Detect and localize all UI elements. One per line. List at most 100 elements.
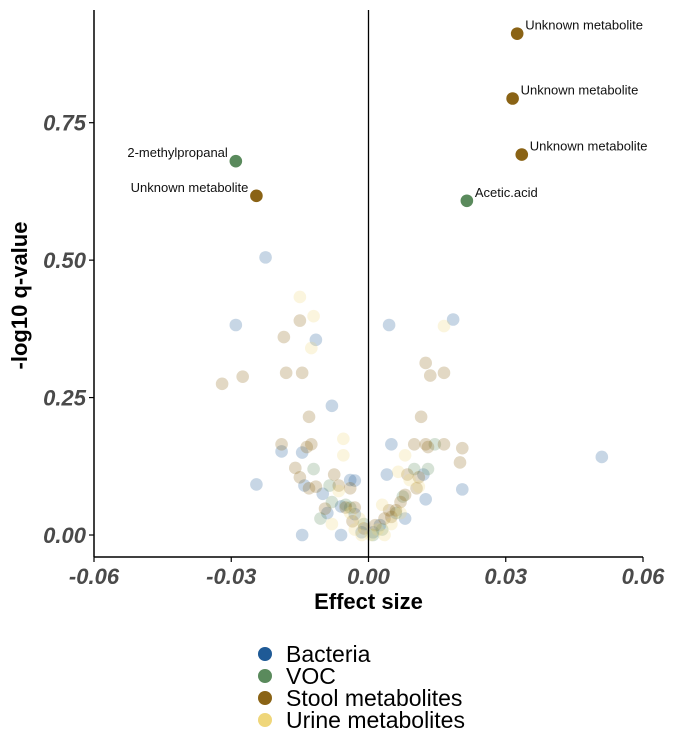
legend-swatch-stool-metabolites xyxy=(258,691,272,705)
point-voc xyxy=(325,495,339,509)
point-bacteria xyxy=(250,478,263,491)
point-stool-metabolites xyxy=(295,366,309,380)
point-bacteria xyxy=(298,479,311,492)
annotation-label: Unknown metabolite xyxy=(525,18,643,33)
point-bacteria xyxy=(385,438,398,451)
point-urine-metabolites xyxy=(353,512,366,525)
legend-item-urine-metabolites: Urine metabolites xyxy=(258,707,465,733)
point-bacteria xyxy=(417,468,430,481)
legend-label-bacteria: Bacteria xyxy=(286,641,371,667)
point-voc xyxy=(229,154,243,168)
point-urine-metabolites xyxy=(305,341,318,355)
x-tick-label: 0.03 xyxy=(484,564,527,589)
point-stool-metabolites xyxy=(346,514,359,528)
point-urine-metabolites xyxy=(364,528,378,542)
x-tick-label: -0.03 xyxy=(206,564,256,589)
point-voc xyxy=(343,501,357,514)
point-voc xyxy=(323,479,336,492)
point-bacteria xyxy=(295,528,309,542)
x-tick-label: -0.06 xyxy=(69,564,120,589)
point-stool-metabolites xyxy=(398,488,412,502)
point-stool-metabolites xyxy=(437,366,451,380)
point-urine-metabolites xyxy=(325,517,339,531)
point-bacteria xyxy=(595,450,609,464)
point-bacteria xyxy=(229,318,243,332)
point-stool-metabolites xyxy=(385,510,398,524)
point-urine-metabolites xyxy=(371,523,384,536)
point-voc xyxy=(460,194,474,208)
point-stool-metabolites xyxy=(412,470,426,484)
point-urine-metabolites xyxy=(355,528,368,542)
point-urine-metabolites xyxy=(412,480,426,493)
point-bacteria xyxy=(446,313,460,326)
annotation-label: Unknown metabolite xyxy=(530,139,648,154)
point-bacteria xyxy=(316,487,330,501)
point-stool-metabolites xyxy=(339,501,352,514)
point-stool-metabolites xyxy=(236,370,249,383)
y-tick-label: 0.50 xyxy=(43,248,87,273)
point-voc xyxy=(396,490,410,503)
point-urine-metabolites xyxy=(398,448,412,462)
point-bacteria xyxy=(419,492,432,506)
point-stool-metabolites xyxy=(510,27,524,40)
point-urine-metabolites xyxy=(307,309,320,323)
point-urine-metabolites xyxy=(375,498,389,512)
annotation-label: Acetic.acid xyxy=(475,185,538,200)
point-stool-metabolites xyxy=(293,470,307,484)
legend-item-stool-metabolites: Stool metabolites xyxy=(258,685,465,711)
point-bacteria xyxy=(348,507,362,521)
point-stool-metabolites xyxy=(453,456,467,469)
point-voc xyxy=(307,462,320,476)
point-urine-metabolites xyxy=(337,448,350,462)
point-stool-metabolites xyxy=(302,481,316,495)
point-voc xyxy=(407,462,421,476)
point-stool-metabolites xyxy=(414,410,428,424)
point-voc xyxy=(421,462,435,476)
point-stool-metabolites xyxy=(394,495,407,509)
y-tick-label: 0.00 xyxy=(43,523,87,548)
point-stool-metabolites xyxy=(300,440,314,454)
point-urine-metabolites xyxy=(403,473,416,487)
annotation-label: 2-methylpropanal xyxy=(127,145,228,160)
legend-label-stool-metabolites: Stool metabolites xyxy=(286,685,463,711)
point-urine-metabolites xyxy=(378,528,391,542)
point-stool-metabolites xyxy=(277,330,291,344)
point-stool-metabolites xyxy=(410,481,423,495)
point-urine-metabolites xyxy=(394,506,407,520)
point-stool-metabolites xyxy=(318,502,332,515)
point-stool-metabolites xyxy=(455,441,469,455)
legend-swatch-bacteria xyxy=(258,647,272,661)
point-bacteria xyxy=(334,500,348,513)
legend-swatch-urine-metabolites xyxy=(258,713,272,727)
point-stool-metabolites xyxy=(506,92,519,105)
legend-label-urine-metabolites: Urine metabolites xyxy=(286,707,465,733)
point-stool-metabolites xyxy=(275,438,288,451)
point-stool-metabolites xyxy=(378,512,391,525)
point-urine-metabolites xyxy=(391,465,405,479)
point-voc xyxy=(339,498,352,512)
y-axis-title: -log10 q-value xyxy=(7,222,32,370)
point-urine-metabolites xyxy=(385,517,398,531)
point-urine-metabolites xyxy=(337,432,350,446)
point-bacteria xyxy=(334,528,348,542)
point-stool-metabolites xyxy=(309,480,323,493)
legend-item-bacteria: Bacteria xyxy=(258,641,465,667)
x-axis-title: Effect size xyxy=(314,589,423,614)
point-stool-metabolites xyxy=(401,468,414,481)
point-urine-metabolites xyxy=(437,319,451,333)
point-stool-metabolites xyxy=(357,522,371,535)
point-voc xyxy=(366,528,380,542)
point-bacteria xyxy=(355,525,368,539)
point-voc xyxy=(375,523,389,536)
point-urine-metabolites xyxy=(343,506,357,520)
point-bacteria xyxy=(343,473,357,487)
point-urine-metabolites xyxy=(332,484,346,498)
point-bacteria xyxy=(325,399,339,413)
legend-swatch-voc xyxy=(258,669,272,683)
point-stool-metabolites xyxy=(293,314,307,327)
point-stool-metabolites xyxy=(348,501,362,514)
point-bacteria xyxy=(295,446,309,459)
point-voc xyxy=(357,517,371,531)
volcano-plot: Unknown metabolite Unknown metabolite Unkn… xyxy=(7,10,665,614)
point-bacteria xyxy=(373,518,387,532)
